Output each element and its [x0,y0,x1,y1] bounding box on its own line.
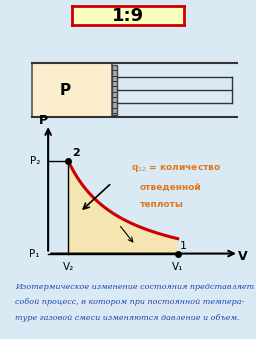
Text: P: P [39,114,48,127]
Bar [112,65,117,115]
Text: 1:9: 1:9 [112,6,144,25]
Text: P₂: P₂ [29,156,40,166]
Text: теплоты: теплоты [140,200,184,209]
Text: Изотермическое изменение состояния представляет: Изотермическое изменение состояния предс… [15,283,255,291]
Text: V: V [238,250,247,262]
Text: туре газовой смеси изменяются давление и объем.: туре газовой смеси изменяются давление и… [15,314,240,322]
Text: 2: 2 [72,148,79,158]
Text: 1: 1 [180,241,187,251]
Polygon shape [68,161,178,254]
Text: V₂: V₂ [62,262,74,272]
Text: P₁: P₁ [29,248,40,259]
Text: собой процесс, в котором при постоянной темпера-: собой процесс, в котором при постоянной … [15,298,245,306]
Text: P: P [60,82,71,98]
Text: q$_{12}$ = количество: q$_{12}$ = количество [131,163,221,174]
Bar [32,63,112,117]
Text: V₁: V₁ [172,262,183,272]
Text: отведенной: отведенной [140,183,202,192]
